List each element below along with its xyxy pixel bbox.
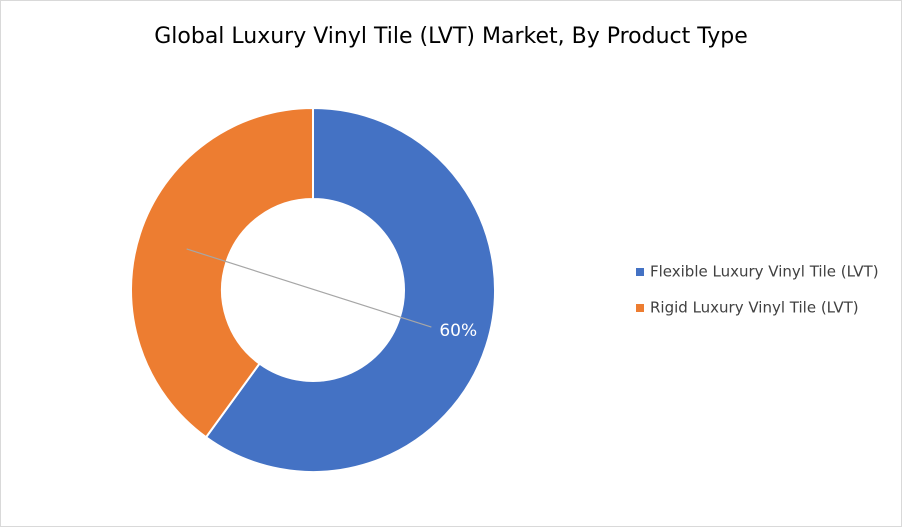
leader-line — [186, 248, 432, 328]
legend-swatch — [636, 268, 644, 276]
legend-label: Rigid Luxury Vinyl Tile (LVT) — [650, 299, 859, 317]
chart-title: Global Luxury Vinyl Tile (LVT) Market, B… — [154, 24, 748, 49]
legend-label: Flexible Luxury Vinyl Tile (LVT) — [650, 263, 879, 281]
data-label: 60% — [439, 321, 477, 341]
donut-segment — [130, 106, 314, 439]
donut-segment — [204, 106, 496, 473]
legend-swatch — [636, 304, 644, 312]
